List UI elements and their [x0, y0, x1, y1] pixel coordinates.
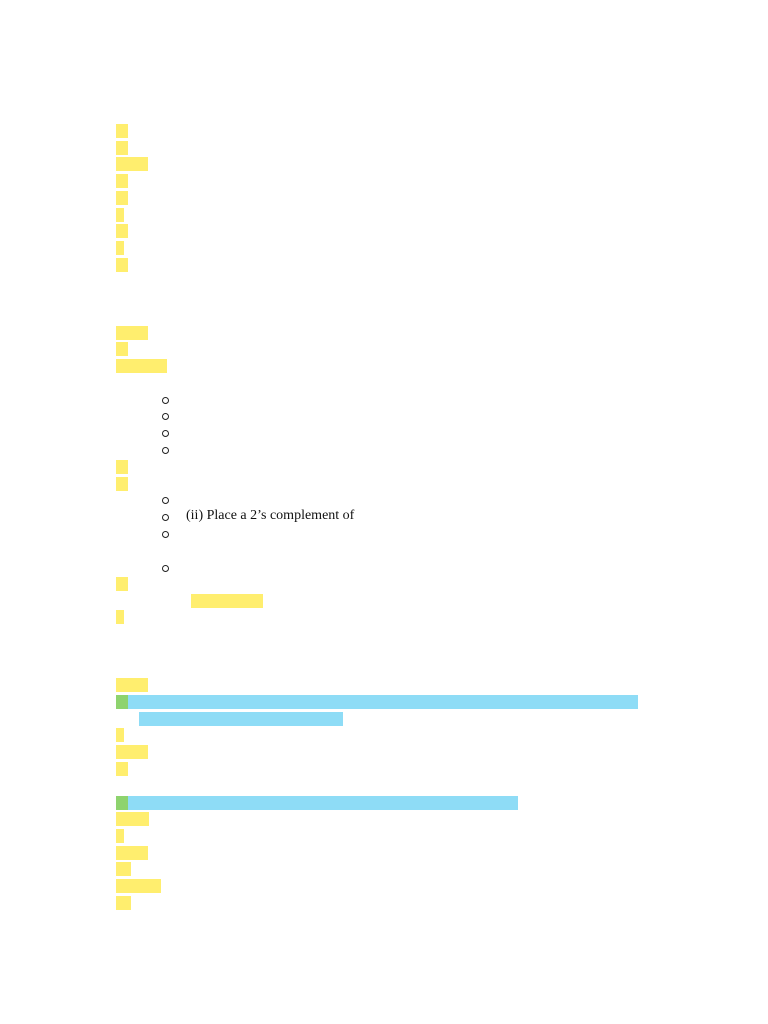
redacted-text: [116, 728, 124, 742]
redacted-text: [116, 762, 128, 776]
list-bullet: [162, 413, 169, 420]
redacted-text: [116, 812, 149, 826]
redacted-text: [116, 191, 128, 205]
list-bullet: [162, 531, 169, 538]
redacted-marker: [116, 796, 128, 810]
redacted-line: [139, 712, 343, 726]
redacted-text: [116, 224, 128, 238]
redacted-marker: [116, 695, 128, 709]
redacted-text: [116, 342, 128, 356]
redacted-text: [116, 359, 167, 373]
list-bullet: [162, 514, 169, 521]
redacted-text: [116, 157, 148, 171]
list-bullet: [162, 397, 169, 404]
redacted-text: [116, 745, 148, 759]
redacted-text: [116, 862, 131, 876]
redacted-text: [116, 896, 131, 910]
redacted-text: [116, 174, 128, 188]
list-bullet: [162, 430, 169, 437]
list-bullet: [162, 565, 169, 572]
redacted-text: [116, 241, 124, 255]
redacted-text: [116, 124, 128, 138]
redacted-line: [128, 695, 638, 709]
redacted-text: [116, 258, 128, 272]
redacted-text: [116, 460, 128, 474]
redacted-text: [116, 477, 128, 491]
redacted-text: [116, 208, 124, 222]
list-bullet: [162, 497, 169, 504]
redacted-text: [116, 879, 161, 893]
redacted-text: [116, 846, 148, 860]
redacted-text: [116, 326, 148, 340]
redacted-text: [116, 678, 148, 692]
redacted-text: [116, 577, 128, 591]
redacted-text: [116, 610, 124, 624]
list-item-text: (ii) Place a 2’s complement of: [186, 508, 355, 523]
redacted-text: [116, 829, 124, 843]
redacted-text: [191, 594, 263, 608]
redacted-text: [116, 141, 128, 155]
list-bullet: [162, 447, 169, 454]
redacted-line: [128, 796, 518, 810]
